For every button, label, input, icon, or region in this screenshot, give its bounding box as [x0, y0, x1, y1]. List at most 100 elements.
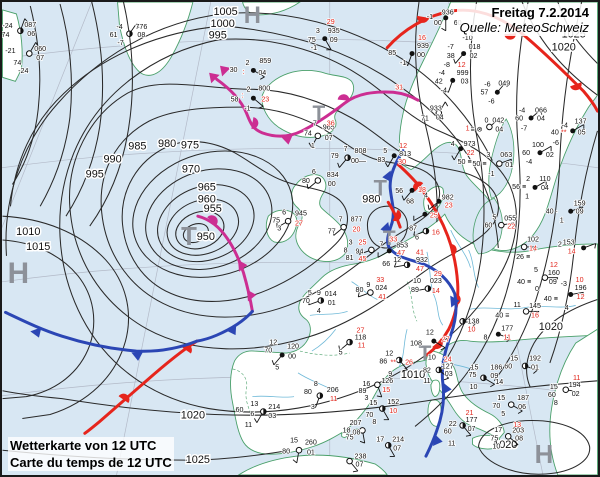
pressure-center-layer: H H H T T T T T — [8, 2, 554, 469]
station-value: 40 ≡ — [495, 312, 509, 320]
station-value: 800 — [258, 85, 270, 93]
station-value: 07 — [356, 460, 364, 468]
station-plot: -7 018 38 02 -10 — [446, 33, 481, 64]
station-value: 47 — [397, 249, 405, 257]
station-value: 932 — [416, 256, 428, 264]
station-value: 11 — [423, 377, 430, 385]
station-value: 4 — [317, 307, 321, 315]
station-value: 87 — [409, 224, 417, 232]
station-value: 40 — [551, 128, 559, 136]
station-value: 27 — [295, 220, 303, 228]
station-value: 50 ≡ — [458, 158, 472, 166]
map-caption-de: Wetterkarte von 12 UTC — [10, 438, 157, 453]
isobar-line — [100, 106, 440, 318]
station-value: -4 — [526, 158, 532, 166]
station-symbol — [250, 67, 256, 73]
station-value: 8 — [554, 399, 558, 407]
station-value: 3 — [349, 238, 353, 246]
station-value: 11 — [358, 341, 365, 349]
station-value: 42 — [435, 78, 443, 86]
station-value: 7 — [379, 240, 383, 248]
station-value: 83 — [377, 156, 385, 164]
station-value: 75 — [272, 217, 280, 225]
warm-front — [385, 8, 598, 113]
station-value: 186 — [490, 363, 502, 371]
station-symbol — [346, 457, 353, 465]
station-value: 04 — [537, 114, 545, 122]
pressure-center-T: T — [312, 102, 325, 125]
station-value: 80 — [304, 388, 312, 396]
station-value: 74 — [2, 31, 9, 39]
station-plot: 25 — [413, 211, 439, 222]
station-value: 45 — [359, 255, 367, 263]
station-value: 70 — [264, 346, 272, 354]
station-value: 6 — [282, 209, 286, 217]
station-value: : — [241, 92, 243, 100]
station-value: 6 — [312, 168, 316, 176]
station-symbol — [26, 50, 33, 57]
station-value: 04 — [258, 69, 266, 77]
station-value: 024 — [375, 284, 387, 292]
station-value: 30 — [398, 158, 406, 166]
station-value: 15 — [510, 354, 518, 362]
station-value: 1 — [560, 217, 564, 225]
station-value: 80 — [282, 448, 290, 456]
station-value: 15 — [369, 399, 377, 407]
isobar-line — [549, 130, 598, 364]
station-value: 110 — [539, 175, 550, 183]
station-value: 965 — [323, 123, 335, 131]
isobar-label: 1025 — [186, 454, 210, 466]
station-value: 0 — [484, 116, 488, 124]
station-value: 4 — [565, 304, 569, 312]
occluded-front-semicircle — [207, 215, 218, 225]
station-value: 9 — [317, 289, 321, 297]
cold-front-triangle — [382, 170, 392, 183]
station-plot: -4 137 40 ** 05 — [550, 117, 587, 137]
station-value: 16 — [362, 380, 370, 388]
isobar-line — [415, 2, 438, 223]
station-value: 33 — [389, 235, 397, 243]
cold-front-triangle — [30, 327, 42, 338]
station-value: 11 — [330, 395, 337, 403]
station-symbol — [314, 132, 322, 140]
station-value: 74 — [13, 59, 21, 67]
station-symbol — [284, 217, 292, 225]
station-value: 939 — [417, 42, 429, 50]
map-date: Freitag 7.2.2014 — [491, 5, 589, 20]
station-value: 23 — [445, 202, 453, 210]
station-value: 055 — [504, 215, 516, 223]
station-symbol — [367, 289, 374, 296]
station-value: 11 — [573, 374, 580, 382]
isobar-label: 955 — [204, 203, 222, 215]
station-value: 70 — [302, 297, 310, 305]
station-value: 2 — [246, 86, 250, 94]
station-value: 12 — [458, 61, 466, 69]
station-value: 120 — [287, 342, 299, 350]
occluded-front-triangle — [220, 65, 231, 77]
station-value: 4 — [451, 140, 455, 148]
station-value: 100 — [532, 141, 544, 149]
isobar-ring — [166, 198, 240, 256]
station-plot: 12 27 108 — [409, 328, 451, 351]
station-symbol — [507, 401, 515, 408]
station-value: 07 — [468, 425, 476, 433]
occluded-front-triangle — [238, 259, 248, 272]
station-value: 152 — [387, 398, 399, 406]
station-value: 2 — [245, 59, 249, 67]
station-value: 08 — [515, 435, 523, 443]
station-plot: 15 260 80 01 — [281, 436, 318, 464]
